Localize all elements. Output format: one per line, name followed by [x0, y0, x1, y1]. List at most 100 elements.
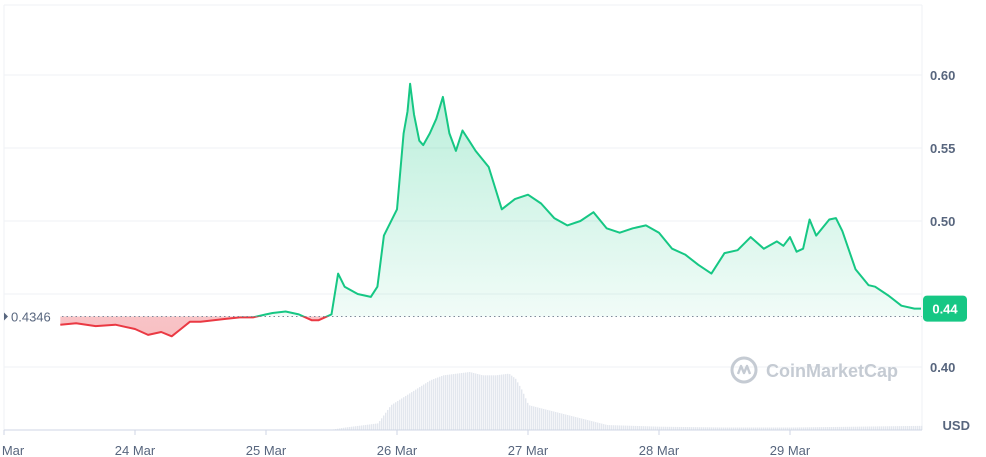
- volume-bar-35: [403, 397, 405, 430]
- volume-bar-132: [597, 422, 599, 430]
- volume-bar-17: [367, 424, 369, 430]
- volume-bar-147: [627, 425, 629, 430]
- volume-bar-228: [789, 427, 791, 430]
- volume-bar-209: [751, 427, 753, 430]
- volume-bar-124: [581, 418, 583, 430]
- volume-bar-238: [809, 427, 811, 430]
- volume-bar-259: [851, 426, 853, 430]
- volume-bar-79: [491, 375, 493, 430]
- volume-bar-167: [667, 426, 669, 430]
- volume-bar-96: [525, 398, 527, 430]
- volume-bar-262: [857, 426, 859, 430]
- volume-bar-48: [429, 380, 431, 430]
- volume-bar-196: [725, 427, 727, 430]
- volume-bar-251: [835, 426, 837, 430]
- volume-bar-182: [697, 427, 699, 430]
- x-tick-label-6: 29 Mar: [770, 443, 811, 457]
- volume-bar-197: [727, 427, 729, 430]
- volume-bar-269: [871, 426, 873, 430]
- watermark-text: CoinMarketCap: [766, 361, 898, 381]
- volume-bar-293: [919, 425, 921, 430]
- current-price-badge: 0.44: [923, 295, 967, 322]
- volume-bar-85: [503, 374, 505, 430]
- volume-bar-268: [869, 426, 871, 430]
- y-tick-label-1: 0.55: [930, 141, 955, 156]
- volume-bar-250: [833, 426, 835, 430]
- volume-bar-138: [609, 425, 611, 430]
- volume-bar-177: [687, 427, 689, 430]
- volume-bar-247: [827, 427, 829, 430]
- volume-bar-263: [859, 426, 861, 430]
- volume-bar-41: [415, 389, 417, 430]
- volume-bar-220: [773, 427, 775, 430]
- volume-bar-229: [791, 427, 793, 430]
- volume-bar-165: [663, 426, 665, 430]
- volume-bar-16: [365, 424, 367, 430]
- volume-bar-185: [703, 427, 705, 430]
- volume-bar-114: [561, 413, 563, 430]
- volume-bar-43: [419, 387, 421, 430]
- volume-bar-285: [903, 426, 905, 430]
- volume-bar-179: [691, 427, 693, 430]
- volume-bar-94: [521, 389, 523, 430]
- volume-bar-281: [895, 426, 897, 430]
- volume-bar-88: [509, 374, 511, 430]
- volume-bar-276: [885, 426, 887, 430]
- volume-bar-7: [347, 427, 349, 430]
- volume-bar-217: [767, 427, 769, 430]
- volume-bar-232: [797, 427, 799, 430]
- volume-bar-243: [819, 427, 821, 430]
- volume-bar-130: [593, 421, 595, 430]
- volume-bar-128: [589, 420, 591, 430]
- volume-bar-275: [883, 426, 885, 430]
- volume-bar-157: [647, 426, 649, 430]
- volume-bar-153: [639, 426, 641, 430]
- volume-bar-49: [431, 379, 433, 430]
- x-axis-ticks: 23 Mar 24 Mar 25 Mar 26 Mar 27 Mar 28 Mar 29 M…: [0, 430, 811, 457]
- volume-bar-191: [715, 427, 717, 430]
- volume-bar-159: [651, 426, 653, 430]
- volume-bar-56: [445, 375, 447, 430]
- volume-bar-156: [645, 426, 647, 430]
- volume-bar-175: [683, 426, 685, 430]
- price-lines: [60, 82, 921, 338]
- volume-bar-50: [433, 379, 435, 430]
- volume-bar-160: [653, 426, 655, 430]
- volume-bar-178: [689, 427, 691, 430]
- volume-bar-142: [617, 425, 619, 430]
- volume-bar-78: [489, 375, 491, 430]
- volume-bar-256: [845, 426, 847, 430]
- price-areas: [60, 83, 921, 337]
- volume-bar-234: [801, 427, 803, 430]
- volume-bar-11: [355, 426, 357, 430]
- volume-bar-205: [743, 427, 745, 430]
- volume-bar-44: [421, 385, 423, 430]
- volume-bar-166: [665, 426, 667, 430]
- volume-bar-173: [679, 426, 681, 430]
- volume-bar-55: [443, 375, 445, 430]
- volume-bar-5: [343, 427, 345, 430]
- volume-bar-223: [779, 427, 781, 430]
- volume-bar-20: [373, 423, 375, 430]
- coinmarketcap-logo-icon: [730, 356, 758, 384]
- volume-bar-134: [601, 423, 603, 430]
- price-line-above: [238, 82, 921, 317]
- volume-bar-289: [911, 425, 913, 430]
- volume-bar-292: [917, 425, 919, 430]
- volume-bar-282: [897, 426, 899, 430]
- volume-bar-231: [795, 427, 797, 430]
- volume-bar-210: [753, 427, 755, 430]
- volume-bar-150: [633, 425, 635, 430]
- volume-bar-62: [457, 373, 459, 430]
- volume-bar-189: [711, 427, 713, 430]
- volume-bar-284: [901, 426, 903, 430]
- volume-bar-154: [641, 426, 643, 430]
- volume-bar-215: [763, 427, 765, 430]
- volume-bar-139: [611, 425, 613, 430]
- volume-bar-242: [817, 427, 819, 430]
- volume-bar-192: [717, 427, 719, 430]
- volume-bar-97: [527, 402, 529, 430]
- volume-bar-121: [575, 417, 577, 430]
- volume-bar-266: [865, 426, 867, 430]
- volume-bar-199: [731, 427, 733, 430]
